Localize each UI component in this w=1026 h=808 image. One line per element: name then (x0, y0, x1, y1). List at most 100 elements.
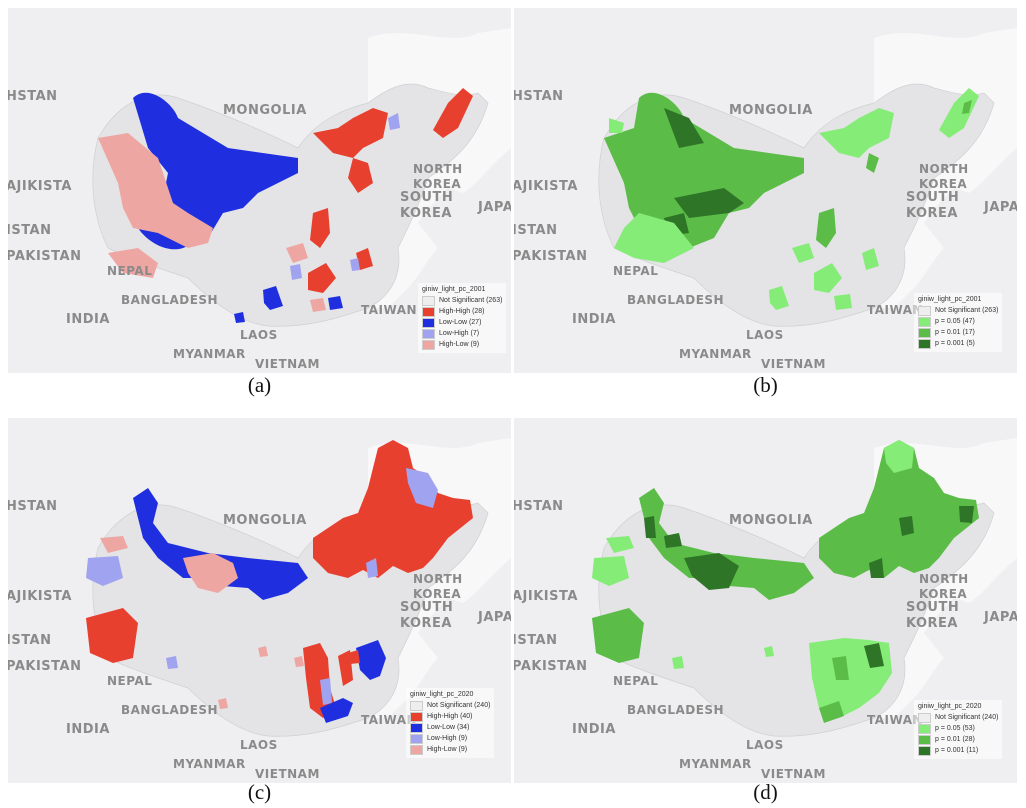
map-label-bangladesh: BANGLADESH (627, 703, 724, 717)
region-high-high (348, 158, 373, 193)
region-low-high (290, 264, 302, 280)
region-high-low (183, 553, 238, 593)
region-high-low (294, 656, 304, 667)
map-label-myanmar: MYANMAR (173, 347, 246, 361)
map-label-pakistan: PAKISTAN (8, 249, 81, 264)
map-label-nepal: NEPAL (613, 264, 658, 278)
map-label-tajik: AJIKISTA (8, 589, 72, 604)
map-label-tajik: AJIKISTA (8, 179, 72, 194)
region-p-001 (819, 440, 979, 578)
legend-item: High-High (28) (422, 306, 502, 317)
legend: giniw_light_pc_2020 Not Significant (240… (406, 688, 495, 758)
region-high-high (310, 208, 330, 248)
region-high-high (348, 650, 360, 664)
region-p-005 (764, 646, 774, 657)
region-p-001 (866, 153, 879, 173)
region-high-high (356, 248, 373, 270)
region-p-0001 (899, 516, 914, 536)
map-label-korea: KOREA (919, 177, 967, 191)
region-p-0001 (664, 108, 704, 148)
map-label-bangladesh: BANGLADESH (627, 293, 724, 307)
region-p-001 (962, 100, 972, 114)
legend-item: High-Low (9) (422, 339, 502, 350)
legend-swatch (918, 305, 931, 316)
region-low-low (356, 640, 386, 680)
region-p-005 (609, 118, 624, 133)
map-label-south-korea: KOREA (400, 206, 452, 221)
legend-item: Not Significant (263) (918, 305, 998, 316)
caption-a: (a) (247, 373, 272, 397)
legend-item: Not Significant (240) (410, 700, 490, 711)
region-p-0001 (664, 533, 682, 548)
region-p-001 (816, 208, 836, 248)
legend-item: p = 0.001 (5) (918, 338, 998, 349)
legend-swatch (918, 745, 931, 756)
legend-swatch (918, 338, 931, 349)
region-high-high (308, 263, 336, 293)
map-label-taiwan: TAIWAN (361, 303, 417, 317)
legend-label: Not Significant (240) (427, 702, 491, 709)
map-label-afghan: ISTAN (514, 633, 558, 648)
map-label-taiwan: TAIWAN (867, 713, 923, 727)
region-high-low (98, 133, 213, 248)
region-p-005 (792, 243, 814, 263)
map-panel-a: HSTAN MONGOLIA NORTH KOREA SOUTH KOREA J… (8, 8, 511, 373)
map-label-south-korea: KOREA (906, 206, 958, 221)
caption-d: (d) (753, 780, 778, 804)
map-label-korea: KOREA (919, 587, 967, 601)
region-high-high (313, 440, 473, 578)
region-low-high (350, 258, 360, 271)
legend-label: Low-High (9) (427, 735, 468, 742)
map-label-india: INDIA (572, 722, 616, 737)
region-p-005 (834, 294, 852, 310)
map-label-laos: LAOS (240, 738, 278, 752)
map-label-myanmar: MYANMAR (173, 757, 246, 771)
map-label-taiwan: TAIWAN (867, 303, 923, 317)
region-p-001 (604, 92, 804, 248)
map-label-mongolia: MONGOLIA (729, 103, 813, 118)
region-high-low (108, 248, 158, 278)
legend-label: High-Low (9) (439, 341, 480, 348)
region-low-high (406, 468, 438, 508)
region-high-low (100, 536, 128, 553)
region-high-high (86, 608, 138, 663)
region-low-low (234, 312, 245, 323)
region-high-high (433, 88, 473, 138)
map-label-tajik: AJIKISTA (514, 589, 578, 604)
region-high-low (286, 243, 308, 263)
legend-swatch (422, 339, 435, 350)
legend-swatch (410, 711, 423, 722)
legend-title: giniw_light_pc_2020 (410, 691, 474, 698)
legend-label: p = 0.05 (47) (935, 318, 975, 325)
map-panel-d: HSTAN MONGOLIA NORTH KOREA SOUTH KOREA J… (514, 418, 1017, 783)
legend-item: Low-Low (27) (422, 317, 502, 328)
legend-label: High-High (28) (439, 308, 485, 315)
map-label-north: NORTH (919, 162, 969, 176)
map-label-south-korea: KOREA (906, 616, 958, 631)
legend-swatch (410, 733, 423, 744)
legend-item: p = 0.001 (11) (918, 745, 998, 756)
map-label-japan: JAPA (983, 200, 1017, 215)
legend-swatch (918, 316, 931, 327)
region-low-high (86, 556, 123, 586)
map-label-mongolia: MONGOLIA (729, 513, 813, 528)
map-label-pakistan: PAKISTAN (8, 659, 81, 674)
map-label-stan: HSTAN (8, 89, 58, 104)
region-low-high (366, 558, 378, 578)
region-low-high (320, 678, 332, 705)
legend-swatch (410, 700, 423, 711)
region-p-005 (592, 556, 629, 586)
region-p-0001 (959, 506, 974, 523)
legend-title: giniw_light_pc_2020 (918, 703, 982, 710)
map-label-korea: KOREA (413, 177, 461, 191)
region-p-005 (672, 656, 684, 669)
legend-label: Not Significant (263) (439, 297, 503, 304)
legend-label: p = 0.001 (5) (935, 340, 975, 347)
region-p-001 (819, 701, 844, 723)
map-label-vietnam: VIETNAM (761, 357, 826, 371)
legend-label: High-High (40) (427, 713, 473, 720)
map-label-south: SOUTH (906, 600, 959, 615)
caption-c: (c) (247, 780, 272, 804)
region-high-high (313, 108, 388, 158)
legend-swatch (918, 712, 931, 723)
